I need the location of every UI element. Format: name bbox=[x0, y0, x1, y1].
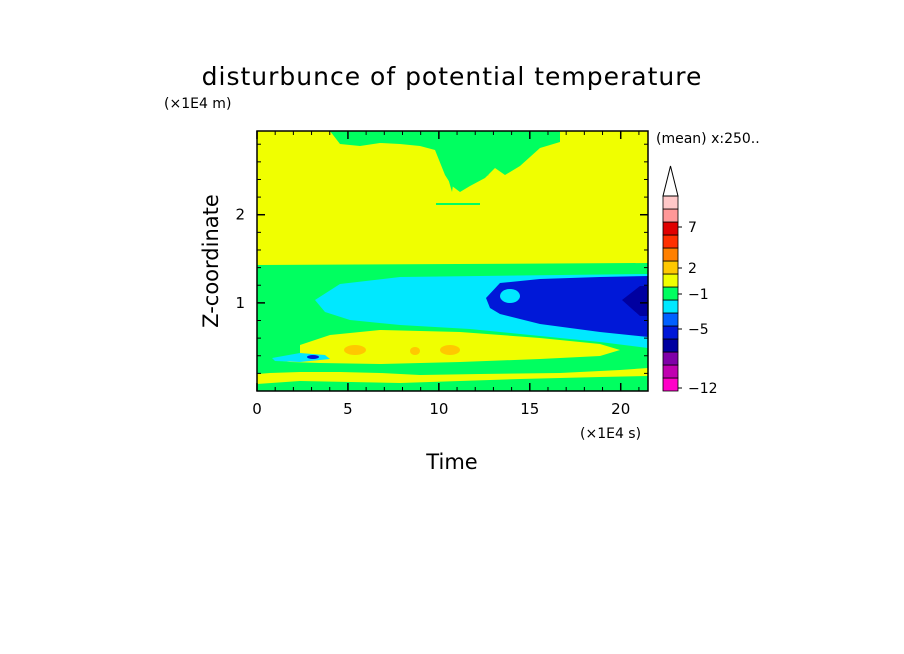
colorbar-swatch bbox=[662, 338, 679, 353]
colorbar-swatch bbox=[662, 351, 679, 366]
x-tick-label: 20 bbox=[611, 400, 630, 418]
warm-blob-3 bbox=[440, 345, 460, 355]
y-tick-label: 2 bbox=[235, 206, 245, 224]
contour-field bbox=[257, 131, 648, 391]
y-tick-label: 1 bbox=[235, 294, 245, 312]
colorbar-swatch bbox=[662, 221, 679, 236]
x-tick-label: 5 bbox=[343, 400, 353, 418]
mean-annotation: (mean) x:250.. bbox=[656, 131, 760, 147]
colorbar-swatch bbox=[662, 208, 679, 223]
colorbar-tick-label: −5 bbox=[688, 322, 709, 338]
colorbar-swatch bbox=[662, 377, 679, 392]
colorbar-swatch bbox=[662, 312, 679, 327]
colorbar-tick-label: −12 bbox=[688, 381, 718, 397]
y-unit-label: (×1E4 m) bbox=[164, 96, 231, 112]
colorbar-swatch bbox=[662, 325, 679, 340]
cold-spot bbox=[307, 355, 319, 359]
colorbar-swatch bbox=[662, 364, 679, 379]
x-tick-label: 15 bbox=[520, 400, 539, 418]
colorbar-swatch bbox=[662, 260, 679, 275]
colorbar-swatch bbox=[662, 234, 679, 249]
x-unit-label: (×1E4 s) bbox=[580, 426, 641, 442]
colorbar-extend-arrow bbox=[662, 165, 679, 197]
x-axis: 0 5 10 15 20 bbox=[252, 131, 640, 418]
colorbar-swatch bbox=[662, 247, 679, 262]
region-bottom-green bbox=[257, 376, 648, 391]
y-axis-label: Z-coordinate bbox=[199, 194, 223, 328]
region-coldest bbox=[622, 286, 648, 316]
colorbar-swatch bbox=[662, 286, 679, 301]
plot-frame bbox=[256, 130, 649, 392]
x-tick-label: 10 bbox=[429, 400, 448, 418]
colorbar: 7 2 −1 −5 −12 bbox=[662, 165, 718, 397]
y-axis: 12 bbox=[235, 143, 648, 374]
colorbar-tick-label: 2 bbox=[688, 261, 697, 277]
x-tick-label: 0 bbox=[252, 400, 262, 418]
chart-title: disturbunce of potential temperature bbox=[202, 62, 703, 91]
colorbar-tick-label: −1 bbox=[688, 287, 709, 303]
cool-hole bbox=[500, 289, 520, 303]
colorbar-swatch bbox=[662, 195, 679, 210]
x-axis-label: Time bbox=[425, 450, 477, 474]
warm-blob-1 bbox=[344, 345, 366, 355]
warm-blob-2 bbox=[410, 347, 420, 355]
colorbar-swatch bbox=[662, 299, 679, 314]
colorbar-swatch bbox=[662, 273, 679, 288]
region-cold-core bbox=[486, 276, 648, 337]
colorbar-tick-label: 7 bbox=[688, 220, 697, 236]
